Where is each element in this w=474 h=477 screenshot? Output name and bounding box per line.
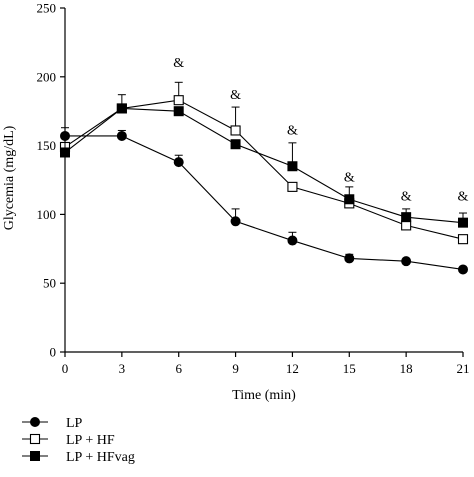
data-point-lp-hfvag	[116, 103, 127, 114]
x-tick-label: 3	[119, 361, 126, 376]
legend-label: LP	[66, 416, 83, 431]
series-line-lp-hf	[64, 99, 464, 240]
data-point-lp	[116, 130, 127, 141]
y-tick-label: 250	[37, 1, 57, 16]
data-point-lp-hfvag	[344, 194, 355, 205]
data-point-lp-hf	[401, 220, 412, 231]
data-point-lp-hfvag	[230, 139, 241, 150]
annotation-layer: & & & & & &	[173, 56, 468, 204]
data-point-lp	[401, 256, 412, 267]
y-tick-label: 100	[37, 207, 57, 222]
legend-item-lp-hfvag: LP + HFvag	[22, 450, 135, 465]
data-point-lp-hfvag	[173, 106, 184, 117]
x-tick-label: 15	[343, 361, 356, 376]
legend-marker	[30, 417, 40, 427]
y-tick-label: 150	[37, 138, 57, 153]
data-point-lp-hf	[457, 234, 469, 245]
x-tick-label: 0	[62, 361, 69, 376]
data-point-lp-hfvag	[60, 147, 70, 158]
x-tick-label: 9	[232, 361, 239, 376]
data-point-lp	[173, 157, 184, 168]
legend: LP LP + HF LP + HFvag	[22, 416, 135, 465]
legend-label: LP + HFvag	[66, 450, 135, 465]
y-tick-label: 200	[37, 69, 57, 84]
data-point-lp	[287, 235, 298, 246]
y-tick-label: 50	[43, 276, 56, 291]
data-point-lp	[344, 253, 355, 264]
data-point-lp	[458, 264, 468, 275]
legend-marker	[29, 433, 41, 445]
data-point-lp-hfvag	[401, 212, 412, 223]
legend-item-lp: LP	[22, 416, 83, 431]
significance-marker: &	[230, 88, 241, 103]
significance-marker: &	[287, 124, 298, 139]
x-tick-label: 21	[457, 361, 470, 376]
data-point-lp-hf	[230, 125, 241, 136]
legend-label: LP + HF	[66, 433, 115, 448]
data-point-lp-hfvag	[287, 161, 298, 172]
series-lp	[60, 129, 468, 275]
series-line-lp-hfvag	[64, 107, 464, 224]
axes: 0 50 100 150 200 250 0 3 6 9 12 15 18 21	[37, 1, 470, 377]
series-line-lp	[65, 135, 464, 270]
data-point-lp-hf	[173, 95, 184, 106]
series-layer	[59, 81, 469, 275]
significance-marker: &	[344, 170, 355, 185]
data-point-lp-hf	[287, 181, 298, 192]
y-tick-label: 0	[50, 345, 57, 360]
series-lp-hfvag	[60, 94, 468, 228]
significance-marker: &	[173, 56, 184, 71]
data-point-lp	[230, 216, 241, 227]
legend-item-lp-hf: LP + HF	[22, 433, 115, 448]
significance-marker: &	[458, 190, 469, 205]
y-axis-label: Glycemia (mg/dL)	[2, 125, 17, 230]
x-tick-label: 6	[175, 361, 182, 376]
x-tick-label: 18	[400, 361, 413, 376]
x-axis-label: Time (min)	[232, 388, 296, 403]
significance-marker: &	[401, 190, 412, 205]
x-tick-label: 12	[286, 361, 299, 376]
data-point-lp-hfvag	[458, 217, 468, 228]
legend-marker	[30, 451, 40, 461]
